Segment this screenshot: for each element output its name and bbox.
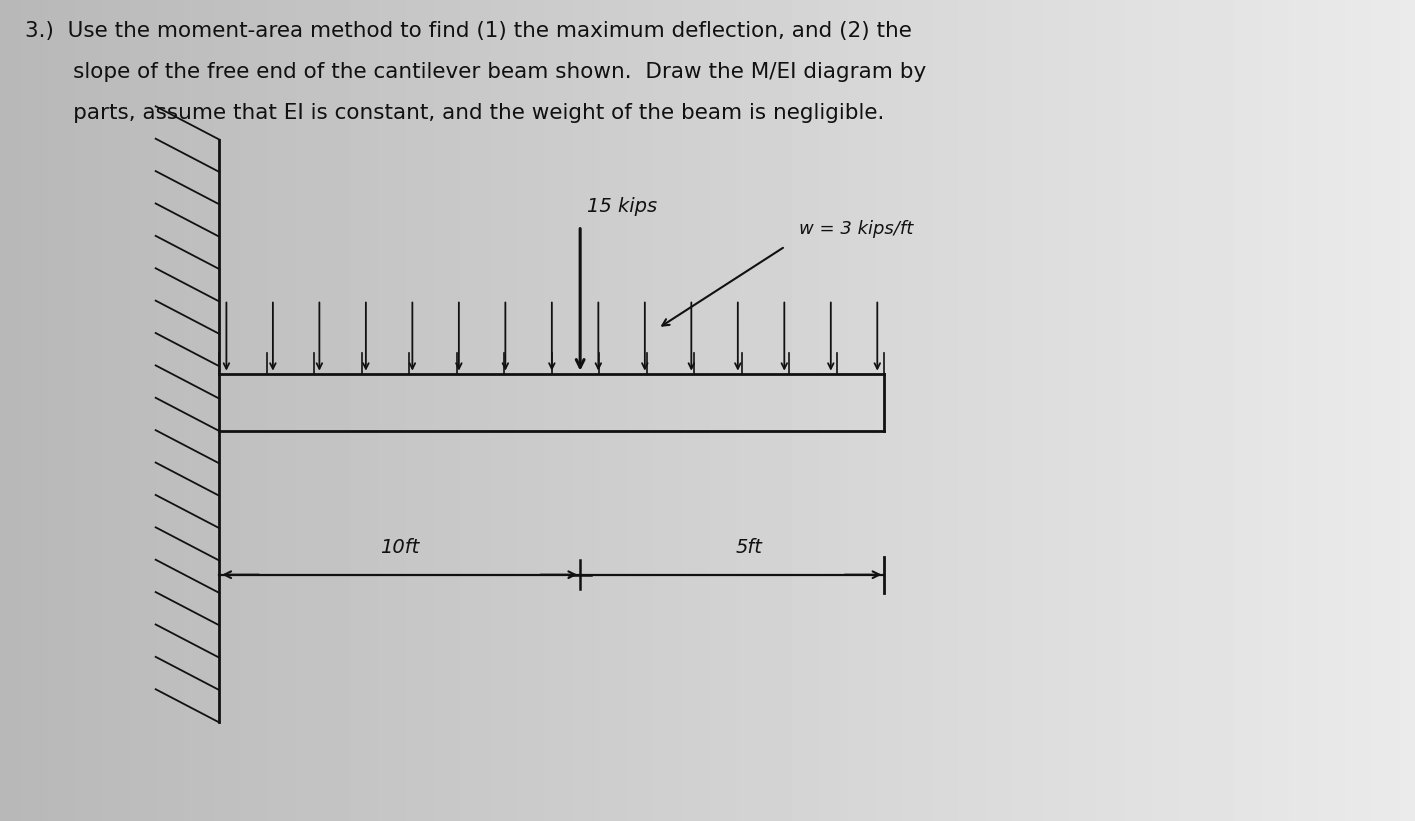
- Text: 10ft: 10ft: [381, 538, 419, 557]
- Text: slope of the free end of the cantilever beam shown.  Draw the M/EI diagram by: slope of the free end of the cantilever …: [25, 62, 927, 81]
- Text: w = 3 kips/ft: w = 3 kips/ft: [799, 220, 914, 238]
- Text: 3.)  Use the moment-area method to find (1) the maximum deflection, and (2) the: 3.) Use the moment-area method to find (…: [25, 21, 913, 40]
- Text: 15 kips: 15 kips: [587, 197, 658, 216]
- Text: 5ft: 5ft: [736, 538, 763, 557]
- Text: parts, assume that EI is constant, and the weight of the beam is negligible.: parts, assume that EI is constant, and t…: [25, 103, 884, 122]
